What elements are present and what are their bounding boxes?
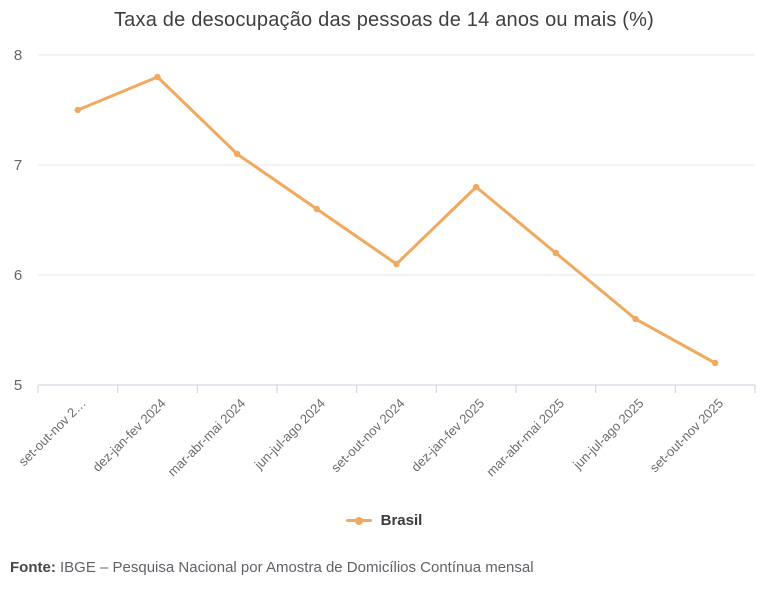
data-point[interactable] <box>233 150 241 158</box>
series-line-brasil <box>76 75 717 365</box>
data-point[interactable] <box>711 359 719 367</box>
data-point[interactable] <box>472 183 480 191</box>
x-axis-label: dez-jan-fev 2024 <box>90 396 169 475</box>
y-axis-label: 7 <box>14 157 22 174</box>
chart-title: Taxa de desocupação das pessoas de 14 an… <box>113 9 655 31</box>
data-point[interactable] <box>74 106 82 114</box>
x-axis-label: jun-jul-ago 2024 <box>251 396 328 473</box>
data-point[interactable] <box>552 249 560 257</box>
x-axis-label: set-out-nov 2… <box>16 396 89 469</box>
data-point[interactable] <box>313 205 321 213</box>
y-axis-label: 6 <box>14 267 22 284</box>
x-axis-label: mar-abr-mai 2024 <box>165 396 249 480</box>
legend-label: Brasil <box>380 512 423 529</box>
source-label: Fonte: <box>10 559 56 576</box>
x-axis-label: set-out-nov 2024 <box>328 396 408 476</box>
x-axis-label: dez-jan-fev 2025 <box>408 396 487 475</box>
data-point[interactable] <box>154 73 161 81</box>
source-footnote: Fonte: IBGE – Pesquisa Nacional por Amos… <box>10 559 534 576</box>
source-text: IBGE – Pesquisa Nacional por Amostra de … <box>55 559 534 576</box>
y-axis-label: 8 <box>14 47 22 64</box>
data-point[interactable] <box>393 260 400 268</box>
x-axis-label: jun-jul-ago 2025 <box>569 396 646 473</box>
x-axis-label: mar-abr-mai 2025 <box>483 396 567 480</box>
x-axis-label: set-out-nov 2025 <box>647 396 727 476</box>
legend-item-brasil[interactable]: Brasil <box>0 512 768 529</box>
data-point[interactable] <box>632 315 639 323</box>
legend-line-marker-icon <box>345 519 372 522</box>
y-axis-label: 5 <box>14 377 22 394</box>
